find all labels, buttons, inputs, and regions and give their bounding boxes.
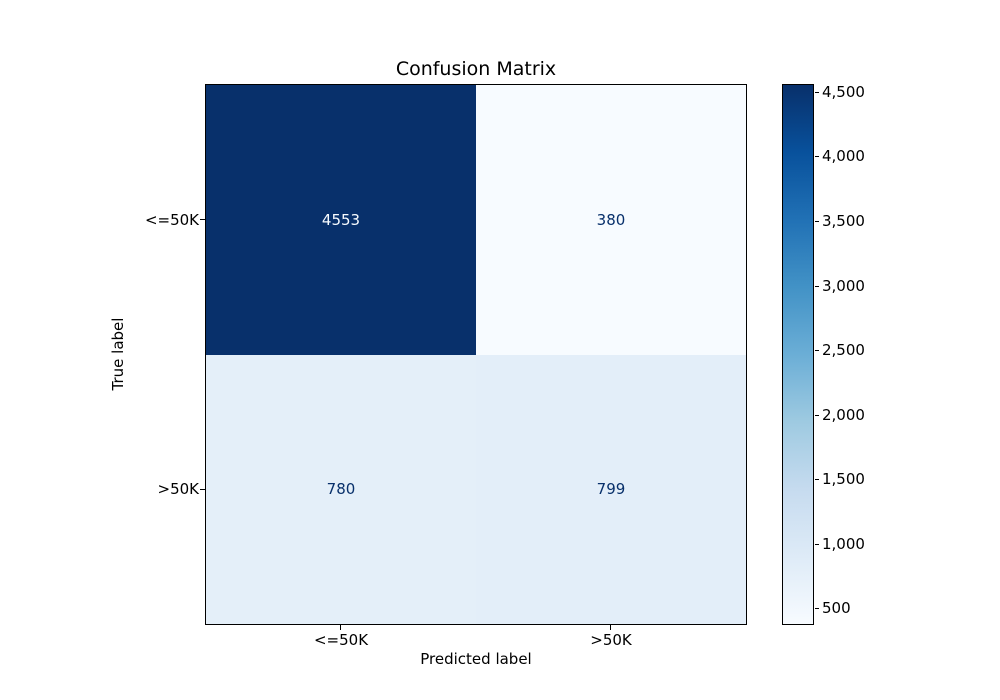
x-tick-mark bbox=[610, 625, 611, 630]
matrix-cell-true-le50k-pred-gt50k: 380 bbox=[476, 85, 746, 355]
heatmap-axes: 4553 380 780 799 bbox=[205, 84, 747, 625]
y-axis-label: True label bbox=[109, 317, 127, 391]
colorbar-tick-mark bbox=[815, 350, 819, 351]
y-tick-mark bbox=[200, 219, 205, 220]
y-tick-label-gt50k: >50K bbox=[157, 480, 200, 498]
y-tick-mark bbox=[200, 489, 205, 490]
matrix-cell-true-le50k-pred-le50k: 4553 bbox=[206, 85, 476, 355]
colorbar-tick-label: 3,000 bbox=[822, 277, 865, 295]
colorbar-tick-label: 3,500 bbox=[822, 212, 865, 230]
colorbar-tick-mark bbox=[815, 608, 819, 609]
colorbar-tick-mark bbox=[815, 479, 819, 480]
colorbar-tick-mark bbox=[815, 92, 819, 93]
x-tick-label-gt50k: >50K bbox=[590, 631, 632, 649]
colorbar-tick-mark bbox=[815, 415, 819, 416]
x-tick-label-le50k: <=50K bbox=[313, 631, 369, 649]
x-tick-mark bbox=[340, 625, 341, 630]
colorbar-tick-label: 1,000 bbox=[822, 535, 865, 553]
matrix-cell-true-gt50k-pred-le50k: 780 bbox=[206, 354, 476, 624]
colorbar-tick-label: 4,500 bbox=[822, 83, 865, 101]
colorbar-tick-label: 4,000 bbox=[822, 147, 865, 165]
x-axis-label: Predicted label bbox=[420, 650, 532, 668]
colorbar bbox=[782, 84, 814, 625]
chart-title: Confusion Matrix bbox=[395, 58, 557, 80]
colorbar-tick-mark bbox=[815, 286, 819, 287]
colorbar-tick-label: 1,500 bbox=[822, 470, 865, 488]
y-tick-label-le50k: <=50K bbox=[144, 211, 199, 229]
colorbar-tick-mark bbox=[815, 221, 819, 222]
colorbar-tick-mark bbox=[815, 544, 819, 545]
matrix-cell-true-gt50k-pred-gt50k: 799 bbox=[476, 354, 746, 624]
colorbar-tick-mark bbox=[815, 156, 819, 157]
colorbar-tick-label: 2,500 bbox=[822, 341, 865, 359]
colorbar-tick-label: 2,000 bbox=[822, 406, 865, 424]
colorbar-tick-label: 500 bbox=[822, 599, 851, 617]
